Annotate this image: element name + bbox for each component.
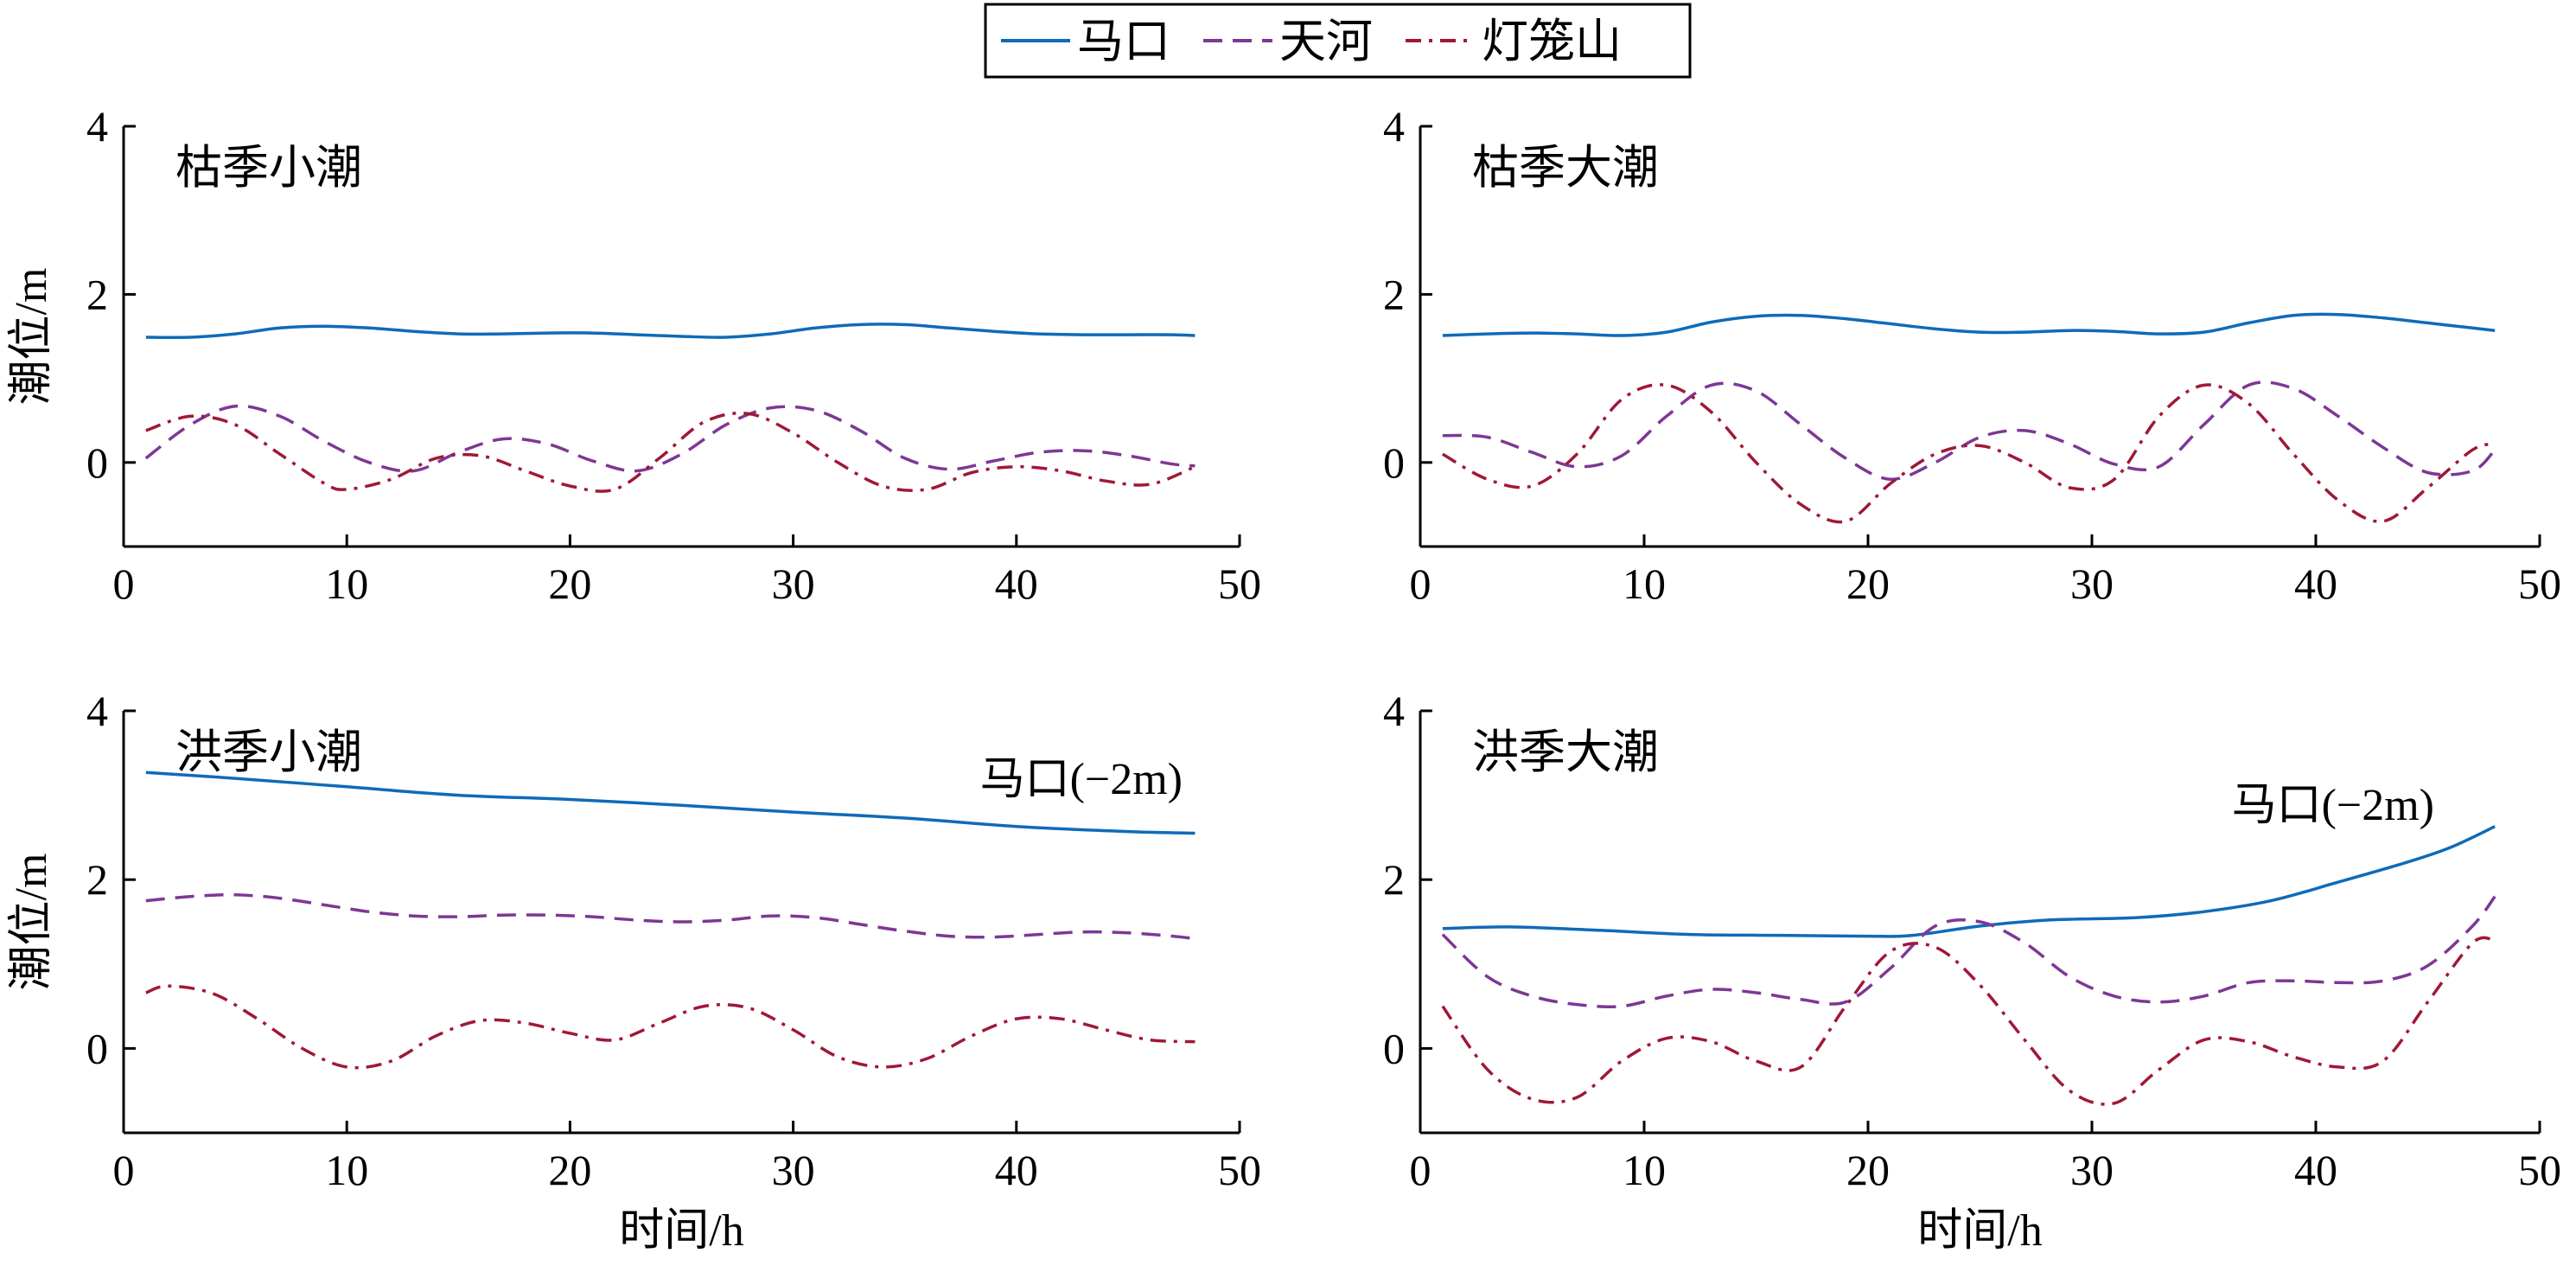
x-tick-label: 10 [325, 559, 368, 608]
series-line-makou [145, 323, 1196, 340]
y-tick-label: 4 [1383, 102, 1405, 150]
x-tick-label: 50 [2518, 1146, 2561, 1194]
x-tick-label: 0 [113, 559, 135, 608]
x-tick-label: 50 [2518, 559, 2561, 608]
series-line-tianhe [1441, 895, 2496, 1008]
series-line-makou [145, 770, 1196, 835]
series-line-denglongshan [1441, 936, 2496, 1106]
panel-title: 洪季小潮 [175, 726, 362, 778]
x-tick-label: 10 [325, 1146, 368, 1194]
x-tick-label: 20 [548, 1146, 591, 1194]
series-annotation: 马口(−2m) [2232, 781, 2434, 830]
y-axis-label: 潮位/m [7, 854, 56, 991]
x-tick-label: 50 [1218, 559, 1261, 608]
x-tick-label: 10 [1623, 559, 1666, 608]
x-tick-label: 20 [1846, 559, 1890, 608]
series-line-denglongshan [145, 412, 1196, 493]
y-tick-label: 0 [86, 1024, 108, 1072]
chart-panel-2: 0 10 20 30 40 50 0 2 4 枯季大潮 [1383, 102, 2561, 608]
y-tick-label: 0 [86, 438, 108, 487]
panel-title: 枯季小潮 [175, 142, 362, 194]
legend-label-makou: 马口 [1077, 16, 1170, 67]
x-tick-label: 10 [1623, 1146, 1666, 1194]
series-line-denglongshan [145, 984, 1196, 1070]
x-tick-label: 20 [548, 559, 591, 608]
legend-label-tianhe: 天河 [1279, 16, 1373, 67]
y-tick-label: 4 [86, 687, 108, 735]
x-tick-label: 0 [1410, 1146, 1431, 1194]
y-tick-label: 4 [86, 102, 108, 150]
series-line-tianhe [145, 892, 1196, 941]
x-tick-label: 0 [1410, 559, 1431, 608]
x-tick-label: 30 [2070, 1146, 2114, 1194]
x-tick-label: 20 [1846, 1146, 1890, 1194]
legend-box [984, 3, 1692, 79]
x-axis-label: 时间/h [619, 1206, 743, 1256]
series-line-makou [1442, 312, 2496, 337]
x-tick-label: 40 [995, 559, 1038, 608]
y-tick-label: 2 [86, 270, 108, 318]
x-tick-label: 30 [772, 1146, 815, 1194]
y-tick-label: 0 [1383, 438, 1405, 487]
series-line-denglongshan [1442, 383, 2496, 524]
panel-title: 枯季大潮 [1472, 142, 1659, 194]
legend: 马口 天河 灯笼山 [984, 3, 1692, 79]
panel-title: 洪季大潮 [1472, 726, 1659, 778]
x-tick-label: 40 [995, 1146, 1038, 1194]
x-tick-label: 30 [772, 559, 815, 608]
x-tick-label: 40 [2294, 559, 2337, 608]
series-line-tianhe [144, 404, 1196, 473]
series-line-tianhe [1442, 380, 2496, 481]
series-line-makou [1442, 825, 2496, 938]
x-tick-label: 0 [113, 1146, 135, 1194]
x-tick-label: 40 [2294, 1146, 2337, 1194]
y-tick-label: 2 [1383, 270, 1405, 318]
y-tick-label: 2 [1383, 855, 1405, 904]
x-tick-label: 50 [1218, 1146, 1261, 1194]
y-tick-label: 4 [1383, 687, 1405, 735]
y-tick-label: 0 [1383, 1024, 1405, 1072]
y-axis-label: 潮位/m [7, 268, 56, 406]
y-tick-label: 2 [86, 855, 108, 904]
x-tick-label: 30 [2070, 559, 2114, 608]
legend-label-denglongshan: 灯笼山 [1482, 16, 1622, 67]
x-axis-label: 时间/h [1917, 1206, 2042, 1256]
series-annotation: 马口(−2m) [980, 755, 1183, 804]
